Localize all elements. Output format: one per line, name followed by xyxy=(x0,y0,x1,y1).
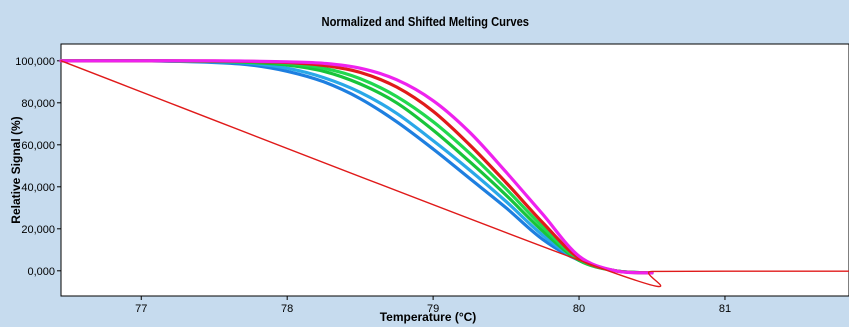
y-tick-label: 20,000 xyxy=(21,224,55,236)
y-axis: 0,000 20,000 40,000 60,000 80,000 100,000 xyxy=(15,56,61,278)
series-line xyxy=(59,59,654,275)
series-line xyxy=(60,60,849,288)
series-layer xyxy=(59,59,849,288)
x-tick-label: 80 xyxy=(573,303,585,315)
x-axis-label: Temperature (°C) xyxy=(380,310,477,324)
y-tick-label: 60,000 xyxy=(21,140,55,152)
x-tick-label: 81 xyxy=(719,303,731,315)
y-tick-label: 100,000 xyxy=(15,56,55,68)
chart-title: Normalized and Shifted Melting Curves xyxy=(321,14,530,29)
x-tick-label: 77 xyxy=(135,303,147,315)
y-tick-label: 80,000 xyxy=(21,98,55,110)
y-tick-label: 0,000 xyxy=(27,266,55,278)
y-tick-label: 40,000 xyxy=(21,182,55,194)
x-tick-label: 79 xyxy=(427,303,439,315)
y-axis-label: Relative Signal (%) xyxy=(9,116,23,223)
x-axis: 77 78 79 80 81 xyxy=(135,296,731,315)
plot-area xyxy=(60,43,849,297)
x-tick-label: 78 xyxy=(281,303,293,315)
